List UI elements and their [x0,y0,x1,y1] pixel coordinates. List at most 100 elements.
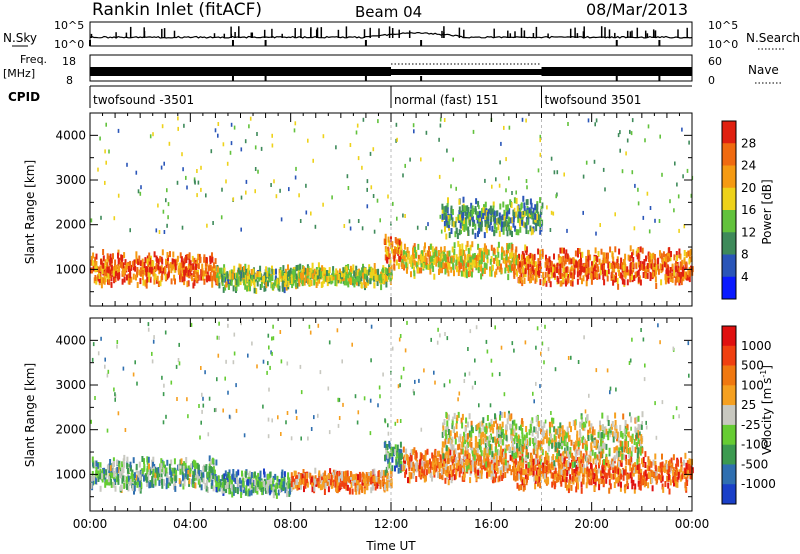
scatter-cell [170,459,173,466]
scatter-cell [585,160,588,165]
scatter-cell [203,278,206,285]
scatter-cell [98,266,101,273]
scatter-cell [322,134,325,139]
scatter-cell [248,490,251,497]
scatter-cell [141,468,144,475]
scatter-cell [431,461,434,468]
scatter-cell [449,449,452,456]
scatter-cell [446,221,449,228]
scatter-cell [186,185,188,190]
scatter-cell [277,282,280,289]
scatter-cell [648,229,651,234]
scatter-cell [497,224,500,231]
scatter-cell [417,254,420,261]
scatter-cell [617,262,619,269]
scatter-cell [151,481,154,488]
scatter-cell [458,266,461,273]
scatter-cell [211,252,213,259]
scatter-cell [453,474,456,481]
scatter-cell [431,262,434,269]
scatter-cell [161,466,164,473]
scatter-cell [370,471,373,478]
scatter-cell [395,122,398,127]
scatter-cell [520,277,523,283]
scatter-cell [390,446,393,453]
scatter-cell [185,457,188,463]
scatter-cell [387,475,390,482]
scatter-cell [457,465,460,472]
scatter-cell [113,216,116,221]
scatter-cell [135,170,138,175]
scatter-cell [534,213,537,220]
scatter-cell [460,230,462,235]
scatter-cell [620,257,623,264]
scatter-cell [164,266,167,273]
scatter-cell [390,244,393,251]
scatter-cell [480,221,483,228]
scatter-cell [156,471,159,478]
scatter-cell [410,461,413,468]
scatter-cell [630,131,633,136]
scatter-cell [355,279,358,286]
scatter-cell [240,480,243,487]
scatter-cell [490,457,493,464]
scatter-cell [678,228,680,233]
scatter-cell [395,247,398,253]
scatter-cell [242,481,245,488]
scatter-cell [294,281,297,288]
scatter-cell [576,463,579,470]
scatter-cell [680,271,683,278]
scatter-cell [113,471,116,478]
scatter-cell [683,272,686,279]
scatter-cell [581,278,583,285]
scatter-cell [563,272,566,278]
scatter-cell [250,280,253,287]
scatter-cell [144,269,147,276]
scatter-cell [387,246,390,253]
scatter-cell [397,467,400,474]
scatter-cell [203,270,206,277]
scatter-cell [417,465,420,472]
scatter-cell [233,273,235,280]
scatter-cell [268,276,271,283]
scatter-cell [579,273,582,280]
scatter-cell [353,474,356,481]
scatter-cell [534,277,537,284]
scatter-cell [332,270,335,277]
scatter-cell [443,206,446,213]
scatter-cell [134,265,137,272]
scatter-cell [173,266,176,273]
scatter-cell [413,129,415,134]
scatter-cell [653,263,656,270]
scatter-cell [465,262,468,268]
scatter-cell [380,277,383,284]
scatter-cell [354,271,357,278]
scatter-cell [667,277,670,284]
scatter-cell [158,479,161,486]
scatter-cell [526,185,528,190]
scatter-cell [530,469,533,476]
scatter-cell [253,287,256,294]
scatter-cell [443,213,446,220]
scatter-cell [343,471,346,478]
scatter-cell [510,226,512,231]
scatter-cell [275,492,278,499]
scatter-cell [588,254,591,261]
scatter-cell [162,209,165,214]
scatter-cell [362,117,365,122]
scatter-cell [486,455,489,462]
scatter-cell [117,475,120,482]
scatter-cell [569,474,572,481]
scatter-cell [231,491,234,498]
scatter-cell [284,487,287,494]
scatter-cell [287,264,289,271]
scatter-cell [400,248,403,255]
scatter-cell [480,258,483,265]
scatter-cell [401,262,404,269]
scatter-cell [339,482,342,489]
scatter-cell [136,282,139,288]
scatter-cell [198,254,201,261]
scatter-cell [665,262,668,269]
scatter-cell [452,157,454,162]
scatter-cell [373,468,376,475]
